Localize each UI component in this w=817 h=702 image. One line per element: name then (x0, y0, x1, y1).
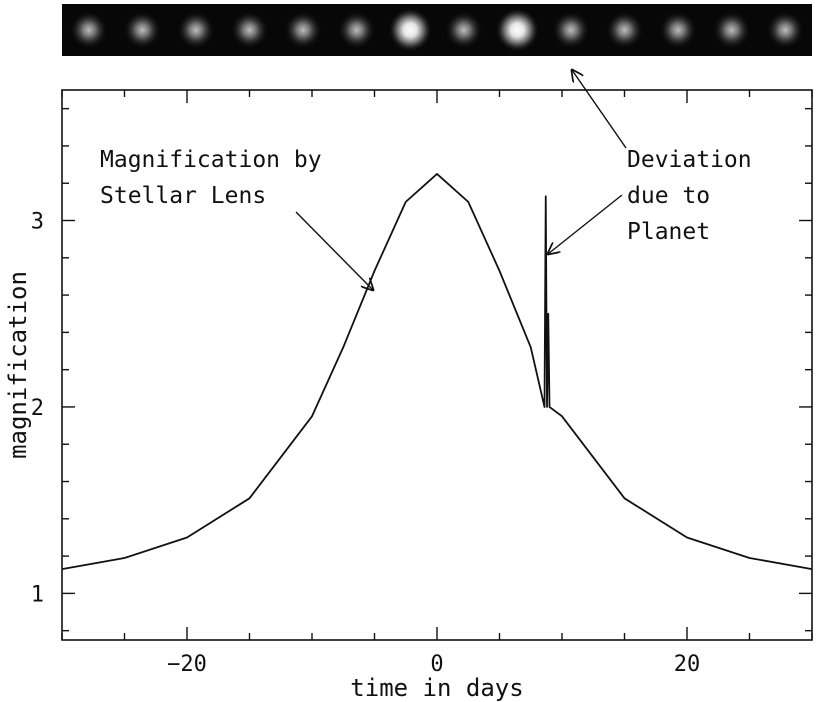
x-tick-label: −20 (167, 652, 207, 677)
annotation-planet-line-3: Planet (627, 219, 710, 245)
y-tick-label: 3 (31, 210, 44, 235)
image-spot (444, 11, 483, 49)
image-spot-bright (495, 8, 540, 52)
y-tick-label: 1 (31, 582, 44, 607)
image-spot (659, 11, 698, 49)
image-spot (337, 11, 376, 49)
x-axis-title: time in days (350, 674, 523, 702)
annotation-stellar-lens-arrow (295, 211, 373, 290)
lensed-image-strip (62, 4, 812, 56)
image-strip-pointer-arrow (572, 70, 627, 149)
y-tick-label: 2 (31, 396, 44, 421)
image-spot (605, 11, 644, 49)
image-spot (284, 11, 323, 49)
x-tick-label: 20 (674, 652, 701, 677)
image-spot (69, 11, 108, 49)
annotation-stellar-lens-line-2: Stellar Lens (100, 183, 266, 209)
image-spot (766, 11, 805, 49)
annotation-planet-line-1: Deviation (627, 147, 752, 173)
x-tick-label: 0 (430, 652, 443, 677)
annotation-planet-deviation: Deviation due to Planet (548, 70, 752, 254)
annotation-stellar-lens: Magnification by Stellar Lens (100, 147, 373, 290)
image-spot (230, 11, 269, 49)
light-curve-series (61, 173, 813, 571)
image-spot-bright (388, 8, 433, 52)
annotation-planet-arrow (548, 194, 623, 254)
image-spot (176, 11, 215, 49)
image-spot (712, 11, 751, 49)
y-axis-title: magnification (4, 271, 32, 459)
image-spot (123, 11, 162, 49)
axis-tick-labels: −20 0 20 1 2 3 (31, 210, 701, 677)
annotation-stellar-lens-line-1: Magnification by (100, 147, 322, 173)
image-spot (551, 11, 590, 49)
annotation-planet-line-2: due to (627, 183, 710, 209)
image-strip-background (62, 4, 812, 56)
axis-ticks (61, 90, 813, 640)
